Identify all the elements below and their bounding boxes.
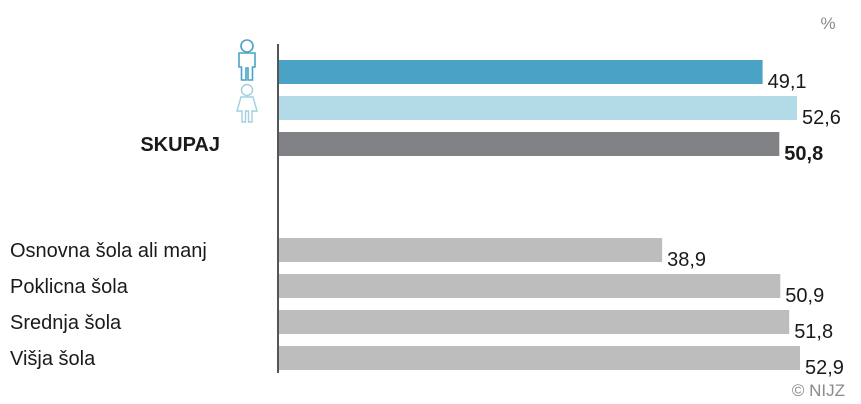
bars-group: [279, 60, 800, 370]
bar-2: [279, 132, 780, 156]
value-label-0: 49,1: [768, 71, 807, 93]
category-label-5: Srednja šola: [10, 312, 122, 334]
value-label-1: 52,6: [802, 107, 841, 129]
bar-1: [279, 96, 797, 120]
category-label-3: Osnovna šola ali manj: [10, 240, 207, 262]
male-icon: [238, 39, 256, 81]
value-label-3: 38,9: [667, 249, 706, 271]
bar-5: [279, 310, 790, 334]
value-label-2: 50,8: [784, 143, 823, 165]
bar-0: [279, 60, 763, 84]
category-label-4: Poklicna šola: [10, 276, 129, 298]
value-label-4: 50,9: [785, 285, 824, 307]
bar-3: [279, 238, 663, 262]
labels-group: 49,1 52,6 50,8 SKUPAJ 38,9 Osnovna šola ali m…: [10, 71, 844, 379]
bar-4: [279, 274, 781, 298]
female-icon: [236, 83, 258, 123]
category-label-2: SKUPAJ: [140, 134, 220, 156]
unit-label: %: [820, 14, 835, 33]
category-label-6: Višja šola: [10, 348, 96, 370]
bar-6: [279, 346, 800, 370]
value-label-6: 52,9: [805, 357, 844, 379]
credit-label: © NIJZ: [792, 381, 845, 400]
value-label-5: 51,8: [794, 321, 833, 343]
